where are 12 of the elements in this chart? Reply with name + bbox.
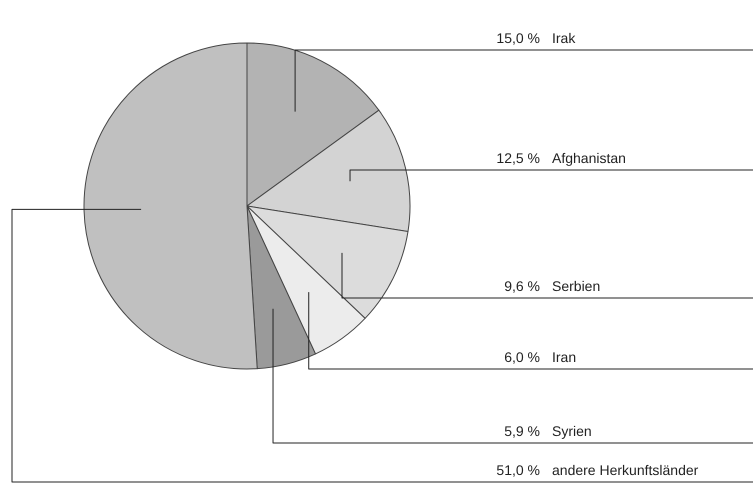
data-label: 5,9 % [504,423,540,439]
slice-label: Iran [552,349,576,365]
slice-label: Irak [552,30,576,46]
slice-label: Afghanistan [552,150,626,166]
slice-label: Serbien [552,278,600,294]
data-label: 12,5 % [496,150,540,166]
slice-label: andere Herkunftsländer [552,462,699,478]
slice-label: Syrien [552,423,592,439]
data-label: 51,0 % [496,462,540,478]
data-label: 15,0 % [496,30,540,46]
data-label: 9,6 % [504,278,540,294]
data-label: 6,0 % [504,349,540,365]
